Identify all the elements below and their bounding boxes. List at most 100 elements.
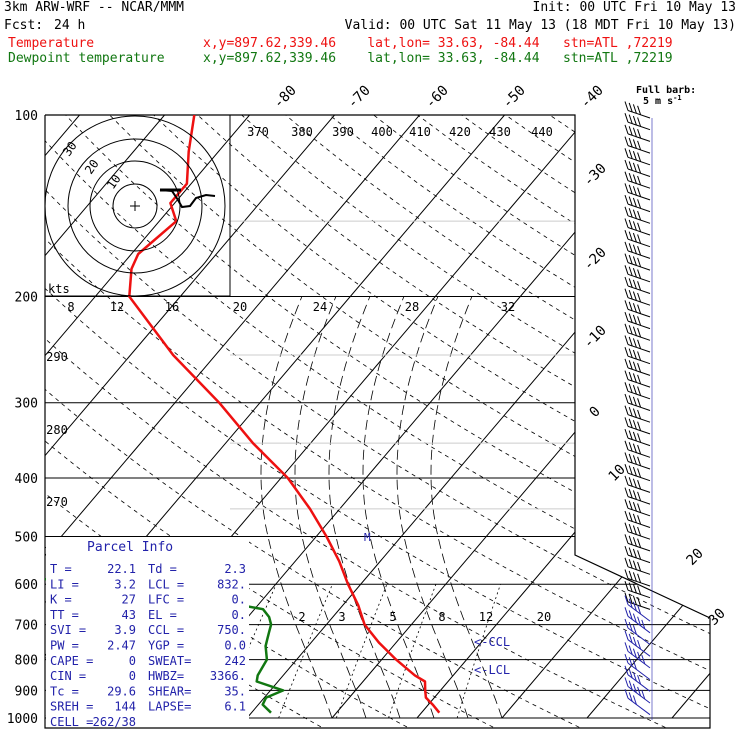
wind-barb-flag: [628, 184, 633, 194]
wind-barb-flag: [637, 433, 642, 443]
wind-barb-flag: [637, 686, 642, 697]
mixing-ratio-line: [456, 584, 501, 719]
parcel-field-value: 144: [114, 700, 136, 714]
wind-barb-flag: [628, 289, 633, 300]
isotherm-label: 0: [587, 404, 604, 421]
wind-barb-flag: [628, 668, 633, 679]
wind-barb-flag: [628, 500, 633, 510]
valid-time: Valid: 00 UTC Sat 11 May 13 (18 MDT Fri …: [344, 18, 736, 33]
wind-barb-flag: [632, 683, 637, 693]
wind-barb-flag: [641, 654, 646, 665]
wind-barb-flag: [624, 311, 629, 322]
wind-barb-flag: [637, 585, 642, 595]
wind-barb-flag: [624, 499, 629, 509]
isotherm-line: [586, 115, 710, 719]
wind-barb-flag: [628, 102, 633, 113]
temperature-point-info: x,y=897.62,339.46 lat,lon= 33.63, -84.44…: [203, 36, 673, 51]
wind-barb: [624, 183, 651, 201]
dry-adiabat-label: 290: [46, 350, 68, 364]
wind-barb-flag: [637, 363, 642, 373]
wind-barb-flag: [632, 478, 637, 488]
mixing-ratio-label: 3: [338, 610, 345, 624]
parcel-field-label: CCL =: [148, 623, 184, 637]
wind-barb-flag: [637, 222, 642, 232]
wind-barb-flag: [624, 230, 629, 240]
wind-barb-flag: [637, 199, 642, 209]
wind-barb: [624, 595, 651, 622]
wind-barb-flag: [637, 515, 642, 525]
parcel-field-value: 2.3: [224, 562, 246, 576]
wind-barb-staff: [627, 262, 651, 271]
wind-barb-flag: [628, 348, 633, 358]
wind-barb-staff: [627, 110, 651, 119]
mixing-ratio-label: 28: [405, 300, 419, 314]
wind-barb-staff: [627, 472, 651, 482]
wind-barb-flag: [628, 418, 633, 428]
wind-barb: [624, 428, 651, 447]
wind-barb: [624, 452, 651, 470]
wind-barb-flag: [624, 428, 629, 439]
wind-barb-flag: [632, 291, 637, 301]
wind-barb-flag: [624, 522, 629, 532]
pressure-tick-label: 800: [15, 654, 38, 669]
wind-barb: [624, 534, 651, 552]
hodograph-kts-label: kts: [48, 282, 70, 296]
wind-barb-flag: [637, 444, 642, 455]
m-marker: M: [364, 531, 371, 544]
wind-barb-flag: [624, 464, 629, 474]
parcel-field-label: EL =: [148, 608, 177, 622]
mixing-ratio-label: 20: [537, 610, 551, 624]
wind-barb-flag: [628, 395, 633, 405]
wind-barb-flag: [637, 616, 642, 626]
wind-barb-flag: [624, 241, 629, 252]
wind-barb-flag: [637, 550, 642, 560]
wind-barb-flag: [624, 276, 629, 287]
wind-barb-flag: [632, 115, 637, 126]
wind-barb-flag: [628, 137, 633, 148]
wind-barb-flag: [624, 677, 629, 687]
wind-barb-staff: [627, 390, 651, 400]
hodograph-ring-label: 30: [60, 139, 80, 159]
wind-barb-flag: [624, 382, 629, 392]
wind-barb-flag: [628, 582, 633, 592]
wind-barb-flag: [632, 408, 637, 418]
wind-barb-flag: [637, 639, 642, 650]
wind-barb-flag: [628, 488, 633, 499]
isotherm-label: 20: [684, 546, 707, 569]
mixing-ratio-line: [278, 584, 333, 719]
parcel-field-label: SVI =: [50, 623, 86, 637]
moist-adiabat-line: [362, 296, 435, 719]
dry-adiabat-line: [153, 115, 710, 728]
wind-barb: [624, 545, 651, 564]
wind-barb-flag: [628, 621, 633, 632]
wind-barb: [624, 323, 651, 341]
isotherm-label: -10: [581, 323, 610, 352]
wind-barb: [624, 440, 651, 458]
wind-barb-flag: [632, 455, 637, 465]
dewpoint-trace: [45, 115, 285, 714]
wind-barb-flag: [624, 452, 629, 462]
wind-barb-flag: [624, 347, 629, 357]
mixing-ratio-label: 32: [501, 300, 515, 314]
wind-barb-staff: [627, 449, 651, 458]
parcel-info-title: Parcel Info: [87, 540, 173, 555]
wind-barb-flag: [637, 175, 642, 186]
hodograph-ring-label: 10: [104, 172, 124, 192]
hodograph-trace: [159, 189, 216, 209]
moist-adiabat-line: [294, 296, 367, 719]
wind-barb: [624, 230, 651, 248]
wind-barb: [624, 113, 651, 131]
forecast-label: Fcst:: [4, 18, 44, 33]
wind-barb-flag: [624, 335, 629, 345]
wind-barb-flag: [628, 594, 633, 604]
parcel-field-label: LAPSE=: [148, 700, 191, 714]
wind-barb: [624, 101, 651, 119]
wind-barb-flag: [632, 314, 637, 325]
wind-barb-flag: [632, 431, 637, 442]
wind-barb-flag: [632, 396, 637, 407]
dry-adiabat-line: [329, 115, 710, 728]
mixing-ratio-label: 8: [67, 300, 74, 314]
wind-barb-flag: [628, 430, 633, 440]
wind-barb-flag: [624, 534, 629, 544]
wind-barb-flag: [637, 187, 642, 197]
